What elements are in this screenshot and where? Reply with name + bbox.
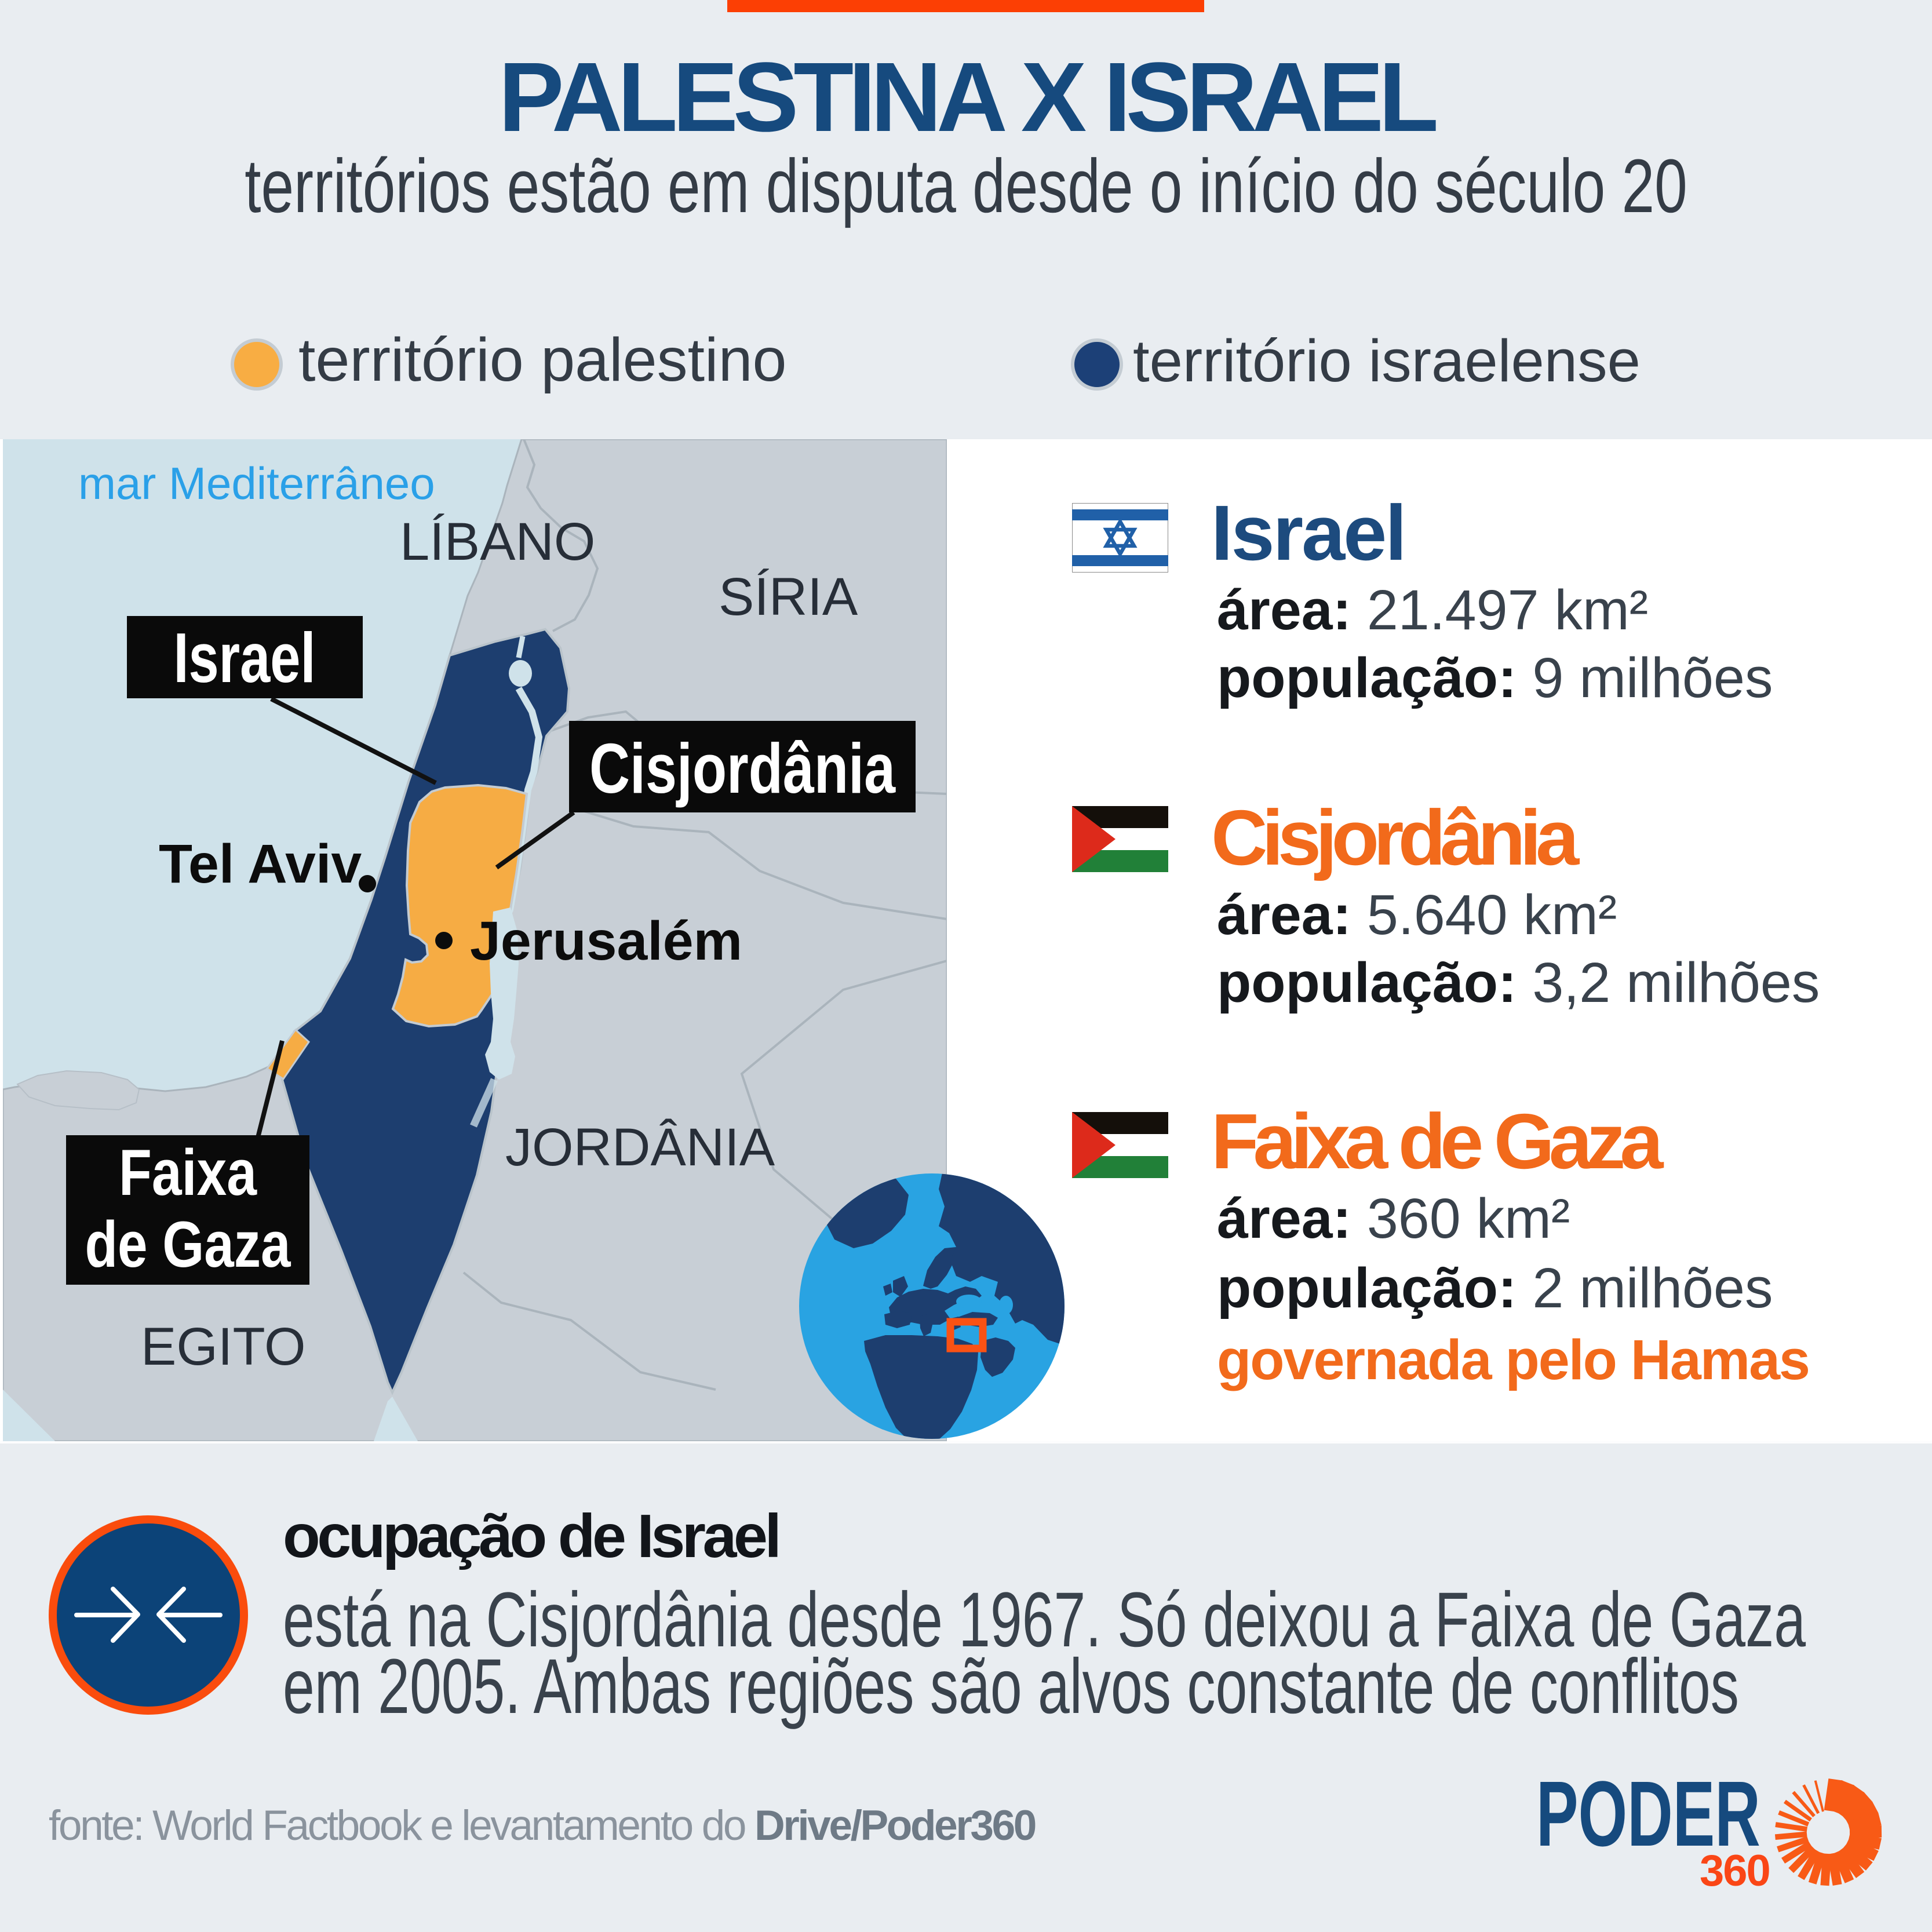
svg-text:PODER: PODER <box>1536 1762 1760 1865</box>
svg-text:Jerusalém: Jerusalém <box>470 910 742 972</box>
svg-text:LÍBANO: LÍBANO <box>400 512 595 571</box>
svg-text:Cisjordânia: Cisjordânia <box>589 729 896 808</box>
svg-text:EGITO: EGITO <box>141 1317 306 1376</box>
svg-text:360: 360 <box>1700 1846 1770 1895</box>
svg-text:SÍRIA: SÍRIA <box>719 567 858 626</box>
svg-text:de Gaza: de Gaza <box>85 1208 291 1281</box>
svg-text:Faixa: Faixa <box>119 1136 257 1209</box>
svg-text:JORDÂNIA: JORDÂNIA <box>505 1118 775 1177</box>
svg-text:Tel Aviv: Tel Aviv <box>159 833 362 895</box>
svg-text:mar Mediterrâneo: mar Mediterrâneo <box>78 458 435 509</box>
svg-text:Israel: Israel <box>174 618 316 697</box>
